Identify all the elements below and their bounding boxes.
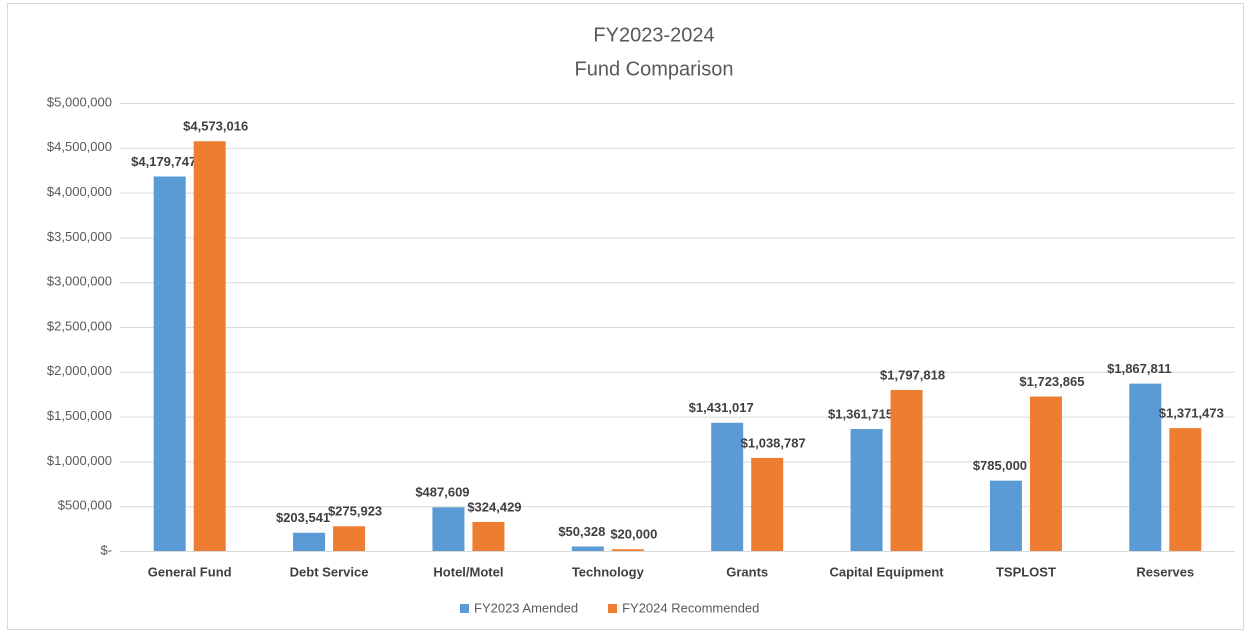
bar [1129, 383, 1162, 551]
value-label: $4,179,747 [131, 154, 196, 169]
bar [989, 480, 1022, 551]
value-label: $785,000 [973, 458, 1027, 473]
bar [153, 176, 186, 551]
x-tick-label: Hotel/Motel [433, 564, 503, 579]
y-tick-label: $5,000,000 [47, 94, 112, 109]
value-label: $1,371,473 [1159, 406, 1224, 421]
value-label: $1,723,865 [1019, 374, 1084, 389]
value-label: $324,429 [467, 499, 521, 514]
legend-label: FY2024 Recommended [622, 600, 759, 615]
bar [333, 526, 366, 551]
y-tick-label: $- [100, 542, 112, 557]
bar [571, 546, 604, 551]
value-label: $1,431,017 [689, 400, 754, 415]
bar [711, 422, 744, 551]
value-label: $1,797,818 [880, 367, 945, 382]
chart-subtitle: Fund Comparison [575, 58, 734, 80]
value-label: $1,867,811 [1107, 361, 1171, 376]
legend-swatch [460, 604, 469, 613]
value-label: $1,038,787 [741, 435, 806, 450]
x-tick-label: Reserves [1136, 564, 1194, 579]
y-tick-label: $500,000 [58, 498, 112, 513]
x-tick-label: General Fund [148, 564, 232, 579]
bar [751, 457, 784, 551]
bar [611, 549, 644, 551]
x-tick-label: TSPLOST [996, 564, 1056, 579]
y-tick-label: $4,000,000 [47, 184, 112, 199]
value-label: $1,361,715 [828, 406, 893, 421]
bar [890, 389, 923, 551]
bar [432, 507, 465, 551]
x-tick-label: Capital Equipment [830, 564, 945, 579]
value-label: $50,328 [558, 524, 605, 539]
chart-title: FY2023-2024 [593, 24, 714, 46]
x-tick-label: Technology [572, 564, 645, 579]
y-tick-label: $2,000,000 [47, 363, 112, 378]
y-tick-label: $1,500,000 [47, 408, 112, 423]
legend-swatch [608, 604, 618, 613]
y-tick-label: $1,000,000 [47, 453, 112, 468]
value-label: $203,541 [276, 510, 330, 525]
bar [850, 428, 883, 551]
y-tick-label: $2,500,000 [47, 318, 112, 333]
legend-label: FY2023 Amended [474, 600, 578, 615]
value-label: $20,000 [610, 527, 657, 542]
x-tick-label: Debt Service [290, 564, 369, 579]
x-tick-label: Grants [726, 564, 768, 579]
y-tick-label: $4,500,000 [47, 139, 112, 154]
bar [293, 532, 326, 551]
value-label: $487,609 [415, 485, 469, 500]
y-tick-label: $3,500,000 [47, 229, 112, 244]
bar [193, 141, 226, 552]
bar [1029, 396, 1062, 551]
y-tick-label: $3,000,000 [47, 274, 112, 289]
value-label: $275,923 [328, 504, 382, 519]
bar [1169, 428, 1202, 551]
bar [472, 521, 505, 551]
value-label: $4,573,016 [183, 119, 248, 134]
